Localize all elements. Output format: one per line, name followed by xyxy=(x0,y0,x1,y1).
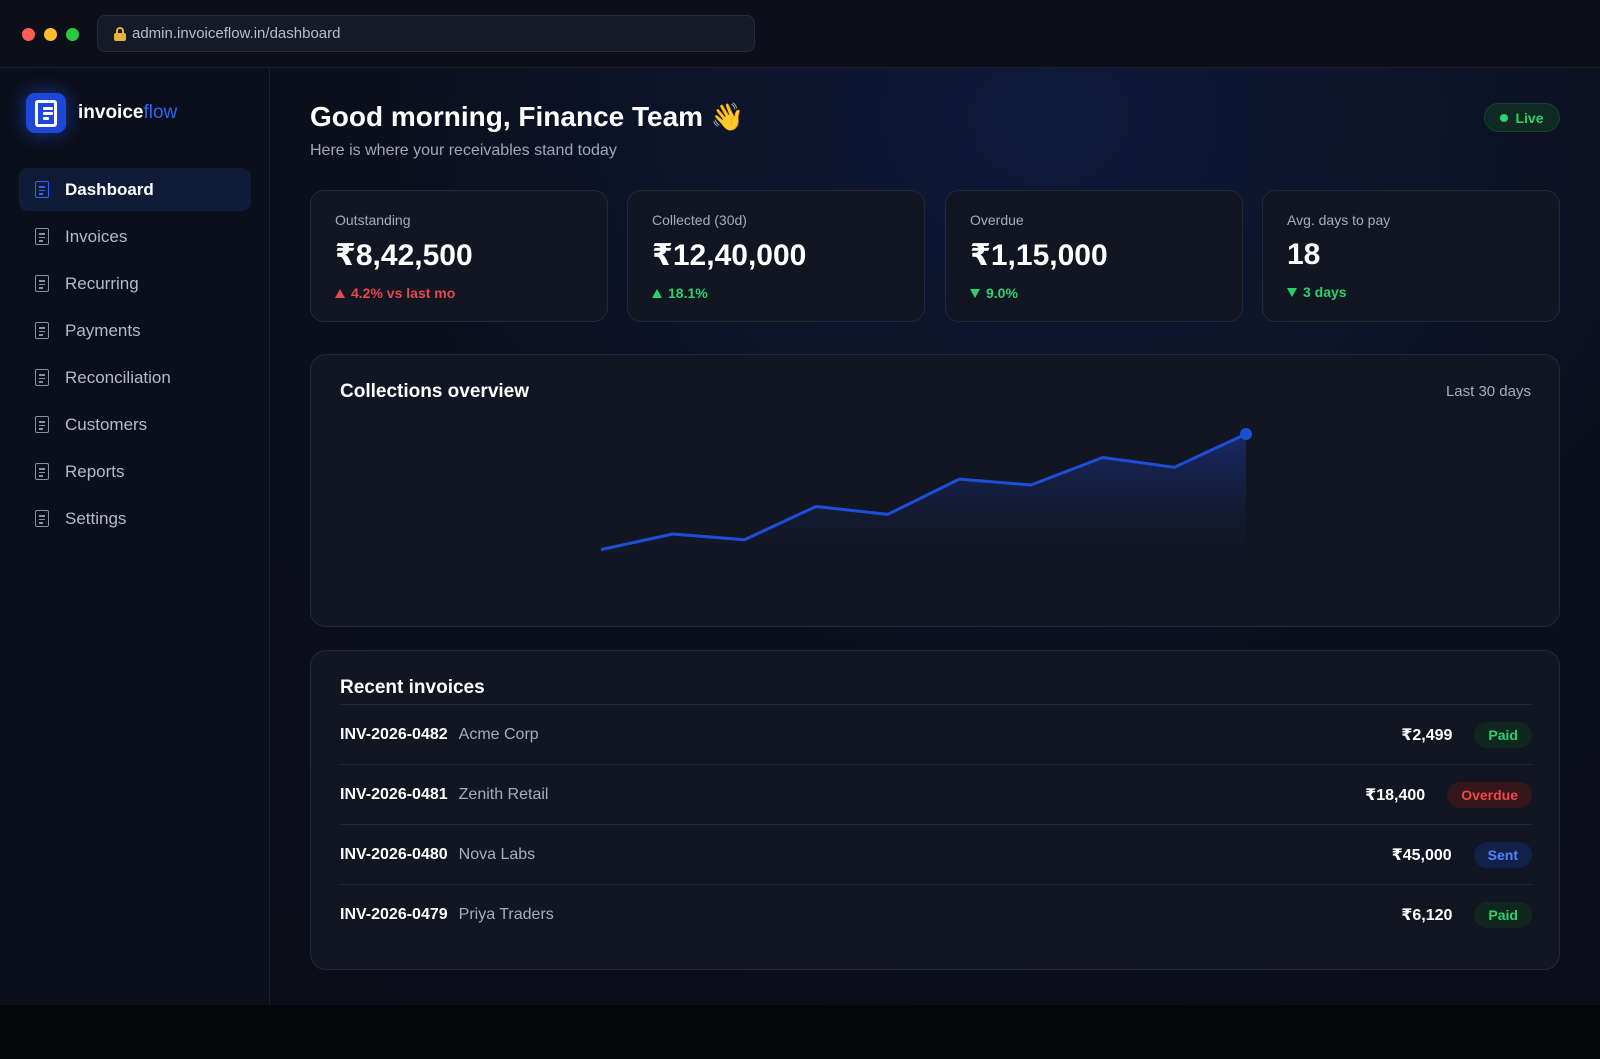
brand-logo[interactable]: invoiceflow xyxy=(26,93,177,133)
collections-overview-panel: Collections overview Last 30 days xyxy=(310,354,1560,627)
kpi-label: Outstanding xyxy=(335,212,411,228)
date-range-label[interactable]: Last 30 days xyxy=(1445,383,1531,400)
sidebar-item-label: Settings xyxy=(65,508,127,528)
kpi-card-outstanding[interactable]: Outstanding ₹8,42,500 4.2% vs last mo xyxy=(310,190,608,322)
sidebar-item-reconciliation[interactable]: Reconciliation xyxy=(19,356,251,399)
invoice-amount: ₹6,120 xyxy=(1401,907,1453,924)
browser-chrome: admin.invoiceflow.in/dashboard xyxy=(0,0,1600,68)
chart-series-line xyxy=(600,432,1247,552)
sidebar-item-label: Invoices xyxy=(65,226,128,246)
document-icon xyxy=(35,463,49,480)
kpi-card-overdue[interactable]: Overdue ₹1,15,000 9.0% xyxy=(945,190,1243,322)
chart-area-fill xyxy=(601,434,1246,581)
chart-point[interactable] xyxy=(1240,428,1252,440)
sidebar-item-label: Reconciliation xyxy=(65,367,171,387)
invoice-id[interactable]: INV-2026-0481 xyxy=(340,785,448,803)
sidebar-nav: Dashboard Invoices Recurring Payments Re… xyxy=(19,168,251,544)
table-row[interactable]: INV-2026-0481 Zenith Retail ₹18,400 Over… xyxy=(340,764,1532,824)
invoice-amount: ₹2,499 xyxy=(1401,727,1453,744)
document-icon xyxy=(35,416,49,433)
kpi-delta: 18.1% xyxy=(652,285,900,301)
arrow-down-icon xyxy=(1287,287,1297,297)
invoice-amount: ₹18,400 xyxy=(1365,787,1426,804)
maximize-window-button[interactable] xyxy=(66,28,79,41)
recent-invoices-title: Recent invoices xyxy=(340,677,485,698)
minimize-window-button[interactable] xyxy=(44,28,57,41)
status-badge: Paid xyxy=(1474,902,1532,928)
invoice-id[interactable]: INV-2026-0479 xyxy=(340,905,448,923)
kpi-delta: 4.2% vs last mo xyxy=(335,285,583,301)
status-badge: Sent xyxy=(1473,842,1532,868)
status-badge: Overdue xyxy=(1447,782,1532,808)
kpi-value: ₹8,42,500 xyxy=(335,239,473,272)
collections-title: Collections overview xyxy=(340,381,530,402)
kpi-label: Avg. days to pay xyxy=(1287,212,1391,228)
invoice-list: INV-2026-0482 Acme Corp ₹2,499 Paid INV-… xyxy=(340,704,1532,944)
sidebar-item-label: Payments xyxy=(65,320,141,340)
kpi-label: Overdue xyxy=(970,212,1024,228)
sidebar-item-dashboard[interactable]: Dashboard xyxy=(19,168,251,211)
table-row[interactable]: INV-2026-0480 Nova Labs ₹45,000 Sent xyxy=(340,824,1532,884)
arrow-down-icon xyxy=(970,288,980,298)
document-icon xyxy=(35,369,49,386)
invoice-amount: ₹45,000 xyxy=(1391,847,1452,864)
sidebar-item-reports[interactable]: Reports xyxy=(19,450,251,493)
sidebar-item-label: Reports xyxy=(65,461,125,481)
app-window: invoiceflow Dashboard Invoices Recurring… xyxy=(0,68,1600,1005)
kpi-value: ₹1,15,000 xyxy=(970,239,1108,272)
waving-hand-icon: 👋 xyxy=(710,102,745,132)
arrow-up-icon xyxy=(335,288,345,298)
customer-name: Priya Traders xyxy=(458,905,554,923)
status-badge: Paid xyxy=(1474,722,1532,748)
customer-name: Acme Corp xyxy=(458,725,539,743)
live-status-badge: Live xyxy=(1484,103,1560,132)
invoice-id[interactable]: INV-2026-0482 xyxy=(340,725,448,743)
window-bottom-band xyxy=(0,1005,1600,1059)
sidebar-item-invoices[interactable]: Invoices xyxy=(19,215,251,258)
invoice-id[interactable]: INV-2026-0480 xyxy=(340,845,448,863)
address-bar[interactable]: admin.invoiceflow.in/dashboard xyxy=(97,15,755,52)
url-text: admin.invoiceflow.in/dashboard xyxy=(132,25,341,42)
page-subtitle: Here is where your receivables stand tod… xyxy=(310,142,617,159)
kpi-delta: 3 days xyxy=(1287,284,1535,300)
kpi-delta: 9.0% xyxy=(970,285,1218,301)
customer-name: Nova Labs xyxy=(458,845,536,863)
sidebar-item-recurring[interactable]: Recurring xyxy=(19,262,251,305)
document-icon xyxy=(35,275,49,292)
sidebar: invoiceflow Dashboard Invoices Recurring… xyxy=(0,68,270,1005)
sidebar-item-label: Customers xyxy=(65,414,148,434)
sidebar-item-customers[interactable]: Customers xyxy=(19,403,251,446)
table-row[interactable]: INV-2026-0479 Priya Traders ₹6,120 Paid xyxy=(340,884,1532,944)
kpi-value: ₹12,40,000 xyxy=(652,239,807,272)
document-icon xyxy=(35,181,49,198)
kpi-label: Collected (30d) xyxy=(652,212,747,228)
sidebar-item-settings[interactable]: Settings xyxy=(19,497,251,540)
live-dot-icon xyxy=(1500,113,1509,122)
close-window-button[interactable] xyxy=(22,28,35,41)
kpi-card-collected[interactable]: Collected (30d) ₹12,40,000 18.1% xyxy=(627,190,925,322)
customer-name: Zenith Retail xyxy=(458,785,549,803)
document-icon xyxy=(35,228,49,245)
table-row[interactable]: INV-2026-0482 Acme Corp ₹2,499 Paid xyxy=(340,704,1532,764)
kpi-value: 18 xyxy=(1287,238,1321,271)
sidebar-item-payments[interactable]: Payments xyxy=(19,309,251,352)
sidebar-item-label: Recurring xyxy=(65,273,139,293)
document-icon xyxy=(35,510,49,527)
kpi-card-avg-days[interactable]: Avg. days to pay 18 3 days xyxy=(1262,190,1560,322)
document-icon xyxy=(35,322,49,339)
recent-invoices-panel: Recent invoices INV-2026-0482 Acme Corp … xyxy=(310,650,1560,970)
brand-name: invoiceflow xyxy=(78,102,178,123)
invoice-logo-icon xyxy=(26,93,66,133)
page-title: Good morning, Finance Team 👋 xyxy=(310,101,745,132)
sidebar-item-label: Dashboard xyxy=(65,179,154,199)
collections-chart[interactable] xyxy=(311,355,1561,628)
kpi-cards: Outstanding ₹8,42,500 4.2% vs last mo Co… xyxy=(310,190,1560,322)
arrow-up-icon xyxy=(652,288,662,298)
lock-icon xyxy=(114,26,126,41)
